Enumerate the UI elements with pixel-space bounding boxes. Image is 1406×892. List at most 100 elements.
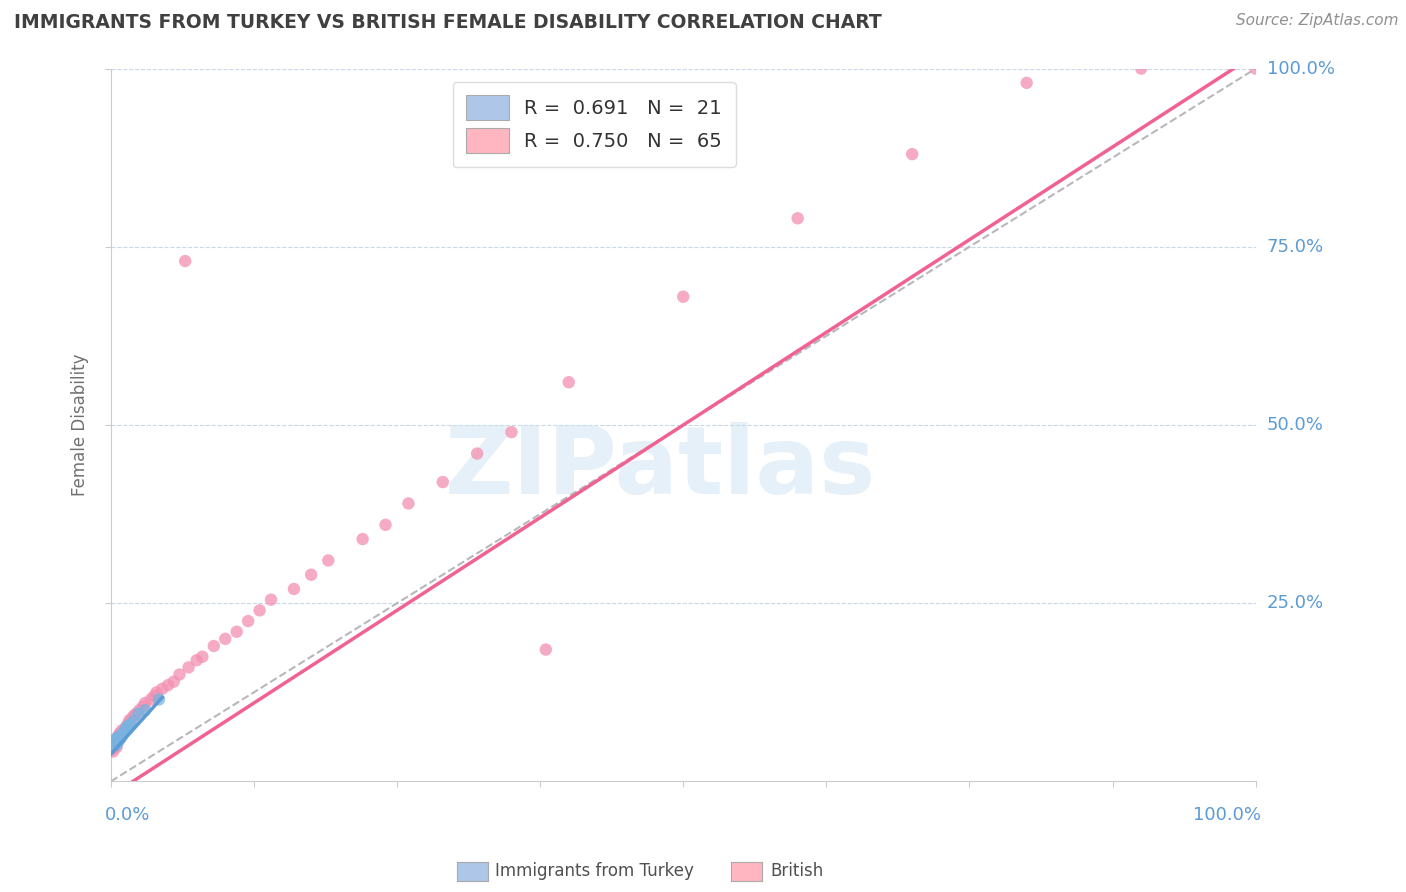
Text: 0.0%: 0.0% — [105, 806, 150, 824]
Point — [316, 553, 339, 567]
Point — [1130, 62, 1153, 76]
Point — [299, 567, 322, 582]
Text: Source: ZipAtlas.com: Source: ZipAtlas.com — [1236, 13, 1399, 29]
Point — [132, 699, 155, 714]
Point — [107, 728, 129, 742]
Point — [104, 733, 127, 747]
Point — [103, 740, 125, 755]
Point — [114, 721, 136, 735]
Point — [111, 726, 134, 740]
Point — [101, 739, 124, 753]
Point — [105, 731, 128, 746]
Point — [557, 376, 579, 390]
Point — [105, 737, 128, 751]
Point — [156, 678, 179, 692]
Point — [122, 714, 145, 728]
Point — [107, 735, 129, 749]
Point — [134, 703, 156, 717]
Text: 25.0%: 25.0% — [1267, 594, 1324, 612]
Point — [108, 731, 131, 746]
Point — [1015, 76, 1038, 90]
Text: British: British — [770, 863, 824, 880]
Point — [110, 731, 132, 745]
Point — [115, 721, 138, 735]
Point — [128, 703, 150, 717]
Point — [150, 681, 173, 696]
Point — [396, 496, 419, 510]
Point — [202, 639, 225, 653]
Point — [105, 737, 128, 751]
Point — [111, 728, 134, 742]
Point — [432, 475, 454, 489]
Point — [134, 696, 156, 710]
Point — [174, 254, 197, 268]
Point — [111, 723, 134, 738]
Point — [101, 742, 124, 756]
Point — [105, 740, 128, 755]
Point — [125, 706, 148, 721]
Point — [104, 735, 127, 749]
Point — [120, 712, 142, 726]
Point — [115, 719, 138, 733]
Point — [107, 735, 129, 749]
Text: 100.0%: 100.0% — [1194, 806, 1261, 824]
Point — [177, 660, 200, 674]
Point — [107, 733, 129, 747]
Y-axis label: Female Disability: Female Disability — [72, 354, 89, 496]
Point — [236, 614, 259, 628]
Point — [107, 731, 129, 745]
Text: 100.0%: 100.0% — [1267, 60, 1334, 78]
Point — [225, 624, 247, 639]
Text: IMMIGRANTS FROM TURKEY VS BRITISH FEMALE DISABILITY CORRELATION CHART: IMMIGRANTS FROM TURKEY VS BRITISH FEMALE… — [14, 13, 882, 32]
Point — [352, 532, 374, 546]
Text: ZIPatlas: ZIPatlas — [444, 422, 876, 514]
Point — [118, 714, 141, 728]
Point — [672, 290, 695, 304]
Point — [108, 731, 131, 746]
Point — [148, 692, 170, 706]
Point — [107, 733, 129, 747]
Point — [105, 731, 128, 746]
Point — [260, 592, 283, 607]
Point — [465, 446, 488, 460]
Point — [374, 517, 396, 532]
Point — [114, 723, 136, 738]
Point — [145, 685, 167, 699]
Text: 50.0%: 50.0% — [1267, 416, 1323, 434]
Legend: R =  0.691   N =  21, R =  0.750   N =  65: R = 0.691 N = 21, R = 0.750 N = 65 — [453, 82, 735, 167]
Point — [108, 726, 131, 740]
Point — [534, 642, 557, 657]
Point — [501, 425, 523, 439]
Point — [214, 632, 236, 646]
Point — [114, 723, 136, 738]
Text: 75.0%: 75.0% — [1267, 238, 1324, 256]
Text: Immigrants from Turkey: Immigrants from Turkey — [495, 863, 693, 880]
Point — [901, 147, 924, 161]
Point — [103, 739, 125, 753]
Point — [117, 719, 139, 733]
Point — [1244, 62, 1267, 76]
Point — [122, 709, 145, 723]
Point — [786, 211, 808, 226]
Point — [101, 744, 124, 758]
Point — [283, 582, 305, 596]
Point — [107, 731, 129, 745]
Point — [186, 653, 208, 667]
Point — [103, 733, 125, 747]
Point — [249, 603, 271, 617]
Point — [101, 735, 124, 749]
Point — [120, 717, 142, 731]
Point — [110, 728, 132, 742]
Point — [139, 692, 162, 706]
Point — [104, 739, 127, 753]
Point — [127, 706, 149, 721]
Point — [191, 649, 214, 664]
Point — [103, 737, 125, 751]
Point — [117, 717, 139, 731]
Point — [114, 724, 136, 739]
Point — [169, 667, 191, 681]
Point — [107, 733, 129, 747]
Point — [143, 689, 166, 703]
Point — [163, 674, 186, 689]
Point — [112, 726, 135, 740]
